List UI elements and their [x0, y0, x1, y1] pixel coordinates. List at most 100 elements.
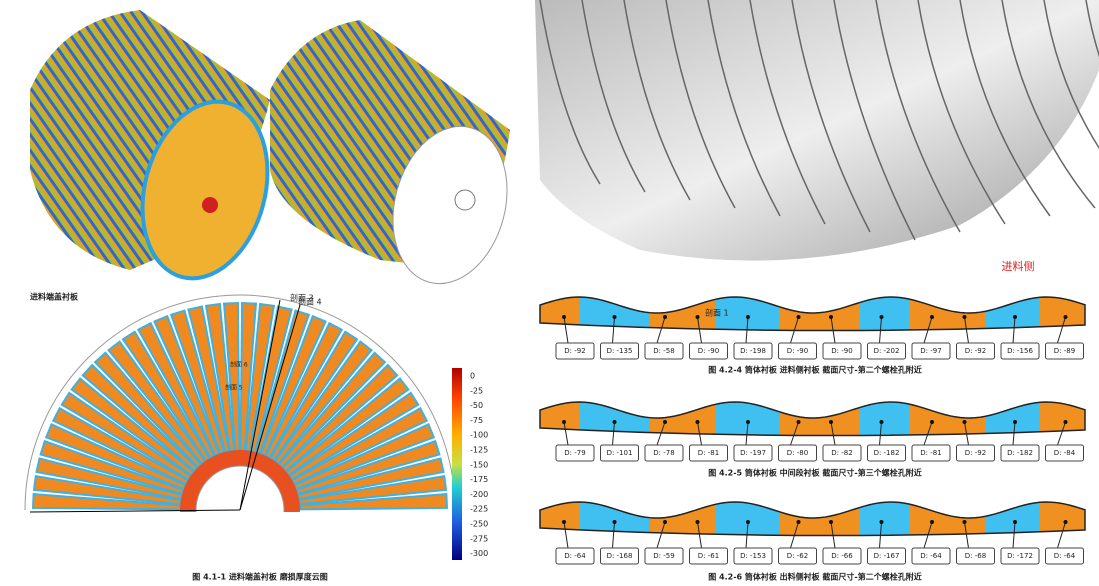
caption: 图 4.2-5 筒体衬板 中间段衬板 截面尺寸-第三个螺栓孔附近: [708, 468, 922, 478]
ridge: [749, 0, 826, 225]
leader: [964, 316, 969, 344]
ridge: [917, 0, 1006, 225]
ridge: [875, 0, 961, 233]
label: D: -68: [965, 552, 986, 560]
ridge: [665, 0, 736, 209]
label: D: -202: [874, 347, 900, 355]
label: D: -167: [874, 552, 900, 560]
section-label: 剖面 6: [230, 361, 248, 369]
colorbar: [452, 368, 462, 560]
point: [1013, 315, 1017, 319]
leader: [745, 421, 749, 446]
label-box: [600, 444, 639, 462]
colorbar-tick-label: -100: [470, 431, 488, 440]
leader: [563, 521, 569, 549]
label: D: -101: [607, 449, 633, 457]
label-box: [911, 547, 951, 565]
ridge: [539, 0, 601, 185]
label-box: [689, 547, 728, 565]
section-label: 剖面 4: [298, 297, 322, 307]
label-box: [689, 342, 728, 360]
leader: [964, 521, 969, 549]
leader: [656, 521, 666, 549]
colorbar-tick-label: -150: [470, 460, 488, 469]
label-box: [778, 444, 817, 462]
ridge: [791, 0, 871, 233]
colorbar-tick-label: -275: [470, 534, 488, 543]
label: D: -81: [920, 449, 941, 457]
label: D: -172: [1007, 552, 1033, 560]
label-box: [867, 342, 906, 360]
colorbar-tick-label: -25: [470, 386, 483, 395]
ridge: [1085, 0, 1099, 58]
leader: [656, 316, 666, 344]
cut: [20, 512, 460, 586]
wear-patch: [580, 297, 650, 331]
label: D: -156: [1007, 347, 1033, 355]
point: [746, 420, 750, 424]
label-box: [822, 342, 862, 360]
point: [829, 420, 833, 424]
leader: [879, 521, 882, 549]
label: D: -90: [698, 347, 719, 355]
point: [879, 420, 884, 424]
profile-strip: [540, 297, 1085, 331]
point: [796, 315, 801, 319]
label-box: [1000, 342, 1040, 360]
colorbar-tick-label: -225: [470, 505, 488, 514]
point: [1063, 420, 1068, 424]
point: [1013, 520, 1017, 524]
leader: [1012, 421, 1016, 446]
section-label: 剖面 3: [290, 293, 314, 303]
colorbar-tick-label: -175: [470, 475, 488, 484]
label: D: -198: [740, 347, 766, 355]
colorbar-tick-label: -75: [470, 416, 483, 425]
leader: [1012, 316, 1016, 344]
point: [612, 420, 617, 424]
label-box: [822, 547, 862, 565]
wear-patch: [860, 502, 910, 536]
point: [930, 520, 934, 524]
label-box: [867, 547, 906, 565]
leader: [612, 421, 615, 446]
leader: [745, 316, 749, 344]
label: D: -80: [787, 449, 808, 457]
section-line: [239, 299, 281, 511]
strip-outline: [539, 501, 1086, 537]
colorbar-tick-label: -50: [470, 401, 483, 410]
label-box: [1000, 444, 1040, 462]
leader: [830, 521, 836, 549]
point: [1063, 520, 1068, 524]
label-box: [600, 342, 639, 360]
wear-patch: [985, 502, 1040, 536]
colorbar-tick-label: -200: [470, 490, 488, 499]
point: [663, 520, 667, 524]
colorbar-tick-label: -300: [470, 549, 488, 558]
leader: [964, 421, 969, 446]
leader: [923, 521, 933, 549]
wear-patch: [580, 502, 650, 536]
label: D: -59: [653, 552, 674, 560]
end-cover-map: [20, 294, 460, 586]
point: [562, 420, 566, 424]
label: D: -168: [607, 552, 633, 560]
point: [962, 420, 967, 424]
point: [930, 315, 934, 319]
leader: [1057, 421, 1066, 446]
label-box: [911, 444, 951, 462]
wear-patch: [985, 297, 1040, 331]
label-box: [1045, 547, 1084, 565]
label-box: [644, 342, 684, 360]
leader: [923, 421, 933, 446]
label-box: [956, 444, 995, 462]
point: [1013, 420, 1017, 424]
profile-strip: [540, 402, 1085, 436]
label: D: -79: [564, 449, 585, 457]
point: [930, 420, 934, 424]
section-line: [29, 509, 241, 513]
label: D: -64: [920, 552, 942, 560]
label: D: -90: [831, 347, 852, 355]
leader: [745, 521, 749, 549]
label-box: [555, 444, 595, 462]
